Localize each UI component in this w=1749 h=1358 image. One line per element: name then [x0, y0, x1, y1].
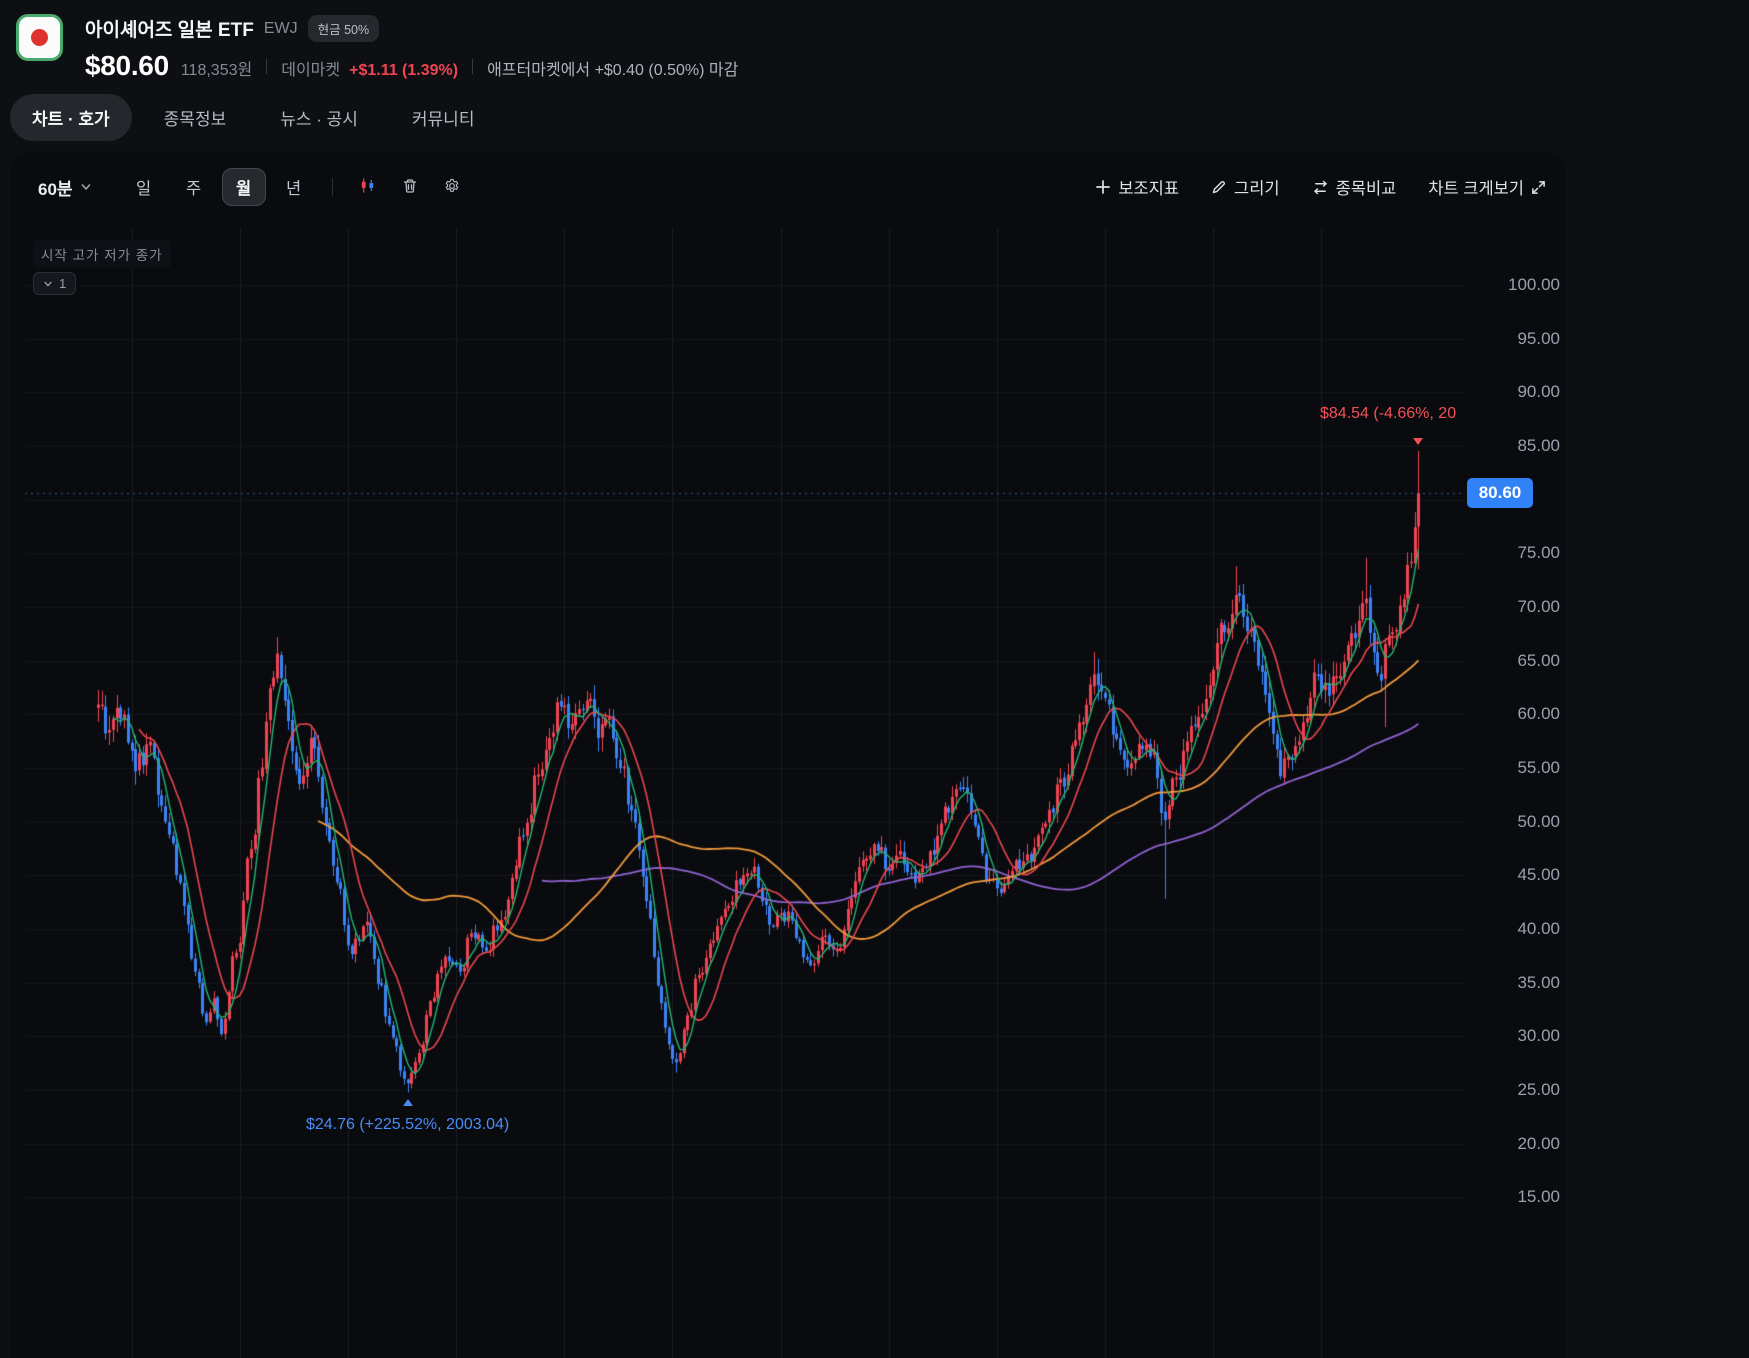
y-axis-label: 45.00	[1517, 865, 1560, 885]
price-usd: $80.60	[85, 50, 169, 81]
compare-arrows-icon	[1312, 180, 1329, 195]
price-chart-canvas[interactable]	[25, 228, 1465, 1358]
tab-chart-orderbook[interactable]: 차트 · 호가	[10, 94, 132, 141]
interval-select[interactable]: 60분	[38, 175, 92, 200]
y-axis-label: 20.00	[1517, 1133, 1560, 1153]
price-axis[interactable]: 100.00 95.00 90.00 85.00 75.00 70.00 65.00 60.0…	[1470, 228, 1562, 1358]
y-axis-label: 65.00	[1517, 650, 1560, 670]
y-axis-label: 60.00	[1517, 704, 1560, 724]
main-tabs: 차트 · 호가 종목정보 뉴스 · 공시 커뮤니티	[10, 94, 496, 141]
candlestick-style-button[interactable]	[349, 168, 387, 206]
low-marker-icon	[402, 1099, 413, 1107]
period-day-button[interactable]: 일	[122, 168, 166, 206]
enlarge-chart-button[interactable]: 차트 크게보기	[1428, 175, 1546, 199]
y-axis-label: 100.00	[1508, 275, 1560, 294]
y-axis-label: 95.00	[1517, 328, 1560, 348]
tool-action-label: 그리기	[1234, 180, 1280, 198]
japan-flag-icon	[16, 14, 63, 61]
ohlc-legend: 시작 고가 저가 종가	[33, 240, 171, 268]
low-annotation: $24.76 (+225.52%, 2003.04)	[305, 1116, 510, 1134]
chevron-down-icon	[80, 181, 92, 193]
expand-icon	[1531, 180, 1546, 195]
high-marker-icon	[1413, 437, 1424, 445]
stock-title: 아이셰어즈 일본 ETF	[85, 20, 254, 41]
tab-stock-info[interactable]: 종목정보	[142, 94, 249, 141]
divider	[331, 178, 333, 196]
period-year-button[interactable]: 년	[272, 168, 316, 206]
tab-news-disclosure[interactable]: 뉴스 · 공시	[258, 94, 380, 141]
tool-action-label: 종목비교	[1335, 180, 1397, 198]
y-axis-label: 50.00	[1517, 811, 1560, 831]
y-axis-label: 75.00	[1517, 543, 1560, 563]
chevron-down-icon	[43, 279, 53, 289]
divider	[472, 58, 474, 74]
japan-flag-dot	[31, 29, 48, 46]
price-krw: 118,353원	[180, 62, 253, 79]
pencil-icon	[1211, 179, 1227, 195]
compare-symbol-button[interactable]: 종목비교	[1312, 175, 1397, 199]
y-axis-label: 35.00	[1517, 972, 1560, 992]
tool-action-label: 차트 크게보기	[1428, 180, 1524, 198]
stock-header: 아이셰어즈 일본 ETF EWJ 현금 50% $80.60 118,353원 …	[16, 14, 738, 82]
y-axis-label: 15.00	[1517, 1187, 1560, 1207]
interval-label: 60분	[38, 179, 73, 199]
indicator-count: 1	[59, 276, 67, 291]
indicator-pill[interactable]: 1	[33, 272, 77, 295]
tab-community[interactable]: 커뮤니티	[390, 94, 497, 141]
high-annotation: $84.54 (-4.66%, 20	[1320, 404, 1457, 422]
period-week-button[interactable]: 주	[172, 168, 216, 206]
current-price-badge: 80.60	[1467, 478, 1533, 509]
tool-action-label: 보조지표	[1118, 180, 1180, 198]
y-axis-label: 40.00	[1517, 918, 1560, 938]
toolbar-right-actions: 보조지표 그리기 종목비교 차트 크게보기	[1095, 175, 1552, 199]
trash-icon	[402, 178, 418, 197]
day-market-label: 데이마켓	[281, 62, 341, 79]
y-axis-label: 30.00	[1517, 1026, 1560, 1046]
y-axis-label: 90.00	[1517, 382, 1560, 402]
chart-area: 100.00 95.00 90.00 85.00 75.00 70.00 65.00 60.0…	[25, 228, 1566, 1358]
y-axis-label: 70.00	[1517, 596, 1560, 616]
day-change: +$1.11 (1.39%)	[349, 62, 459, 79]
divider	[266, 58, 268, 74]
draw-button[interactable]: 그리기	[1211, 175, 1280, 199]
y-axis-label: 25.00	[1517, 1079, 1560, 1099]
stock-ticker: EWJ	[263, 19, 298, 37]
add-indicator-button[interactable]: 보조지표	[1095, 175, 1179, 199]
gear-icon	[444, 178, 460, 197]
period-month-button[interactable]: 월	[221, 168, 266, 206]
candlestick-icon	[359, 177, 376, 197]
y-axis-label: 85.00	[1517, 435, 1560, 455]
after-market-status: 애프터마켓에서 +$0.40 (0.50%) 마감	[487, 62, 739, 79]
cash-badge: 현금 50%	[307, 15, 380, 42]
plus-icon	[1095, 179, 1111, 195]
y-axis-label: 55.00	[1517, 757, 1560, 777]
chart-settings-button[interactable]	[433, 168, 471, 206]
delete-drawing-button[interactable]	[391, 168, 429, 206]
